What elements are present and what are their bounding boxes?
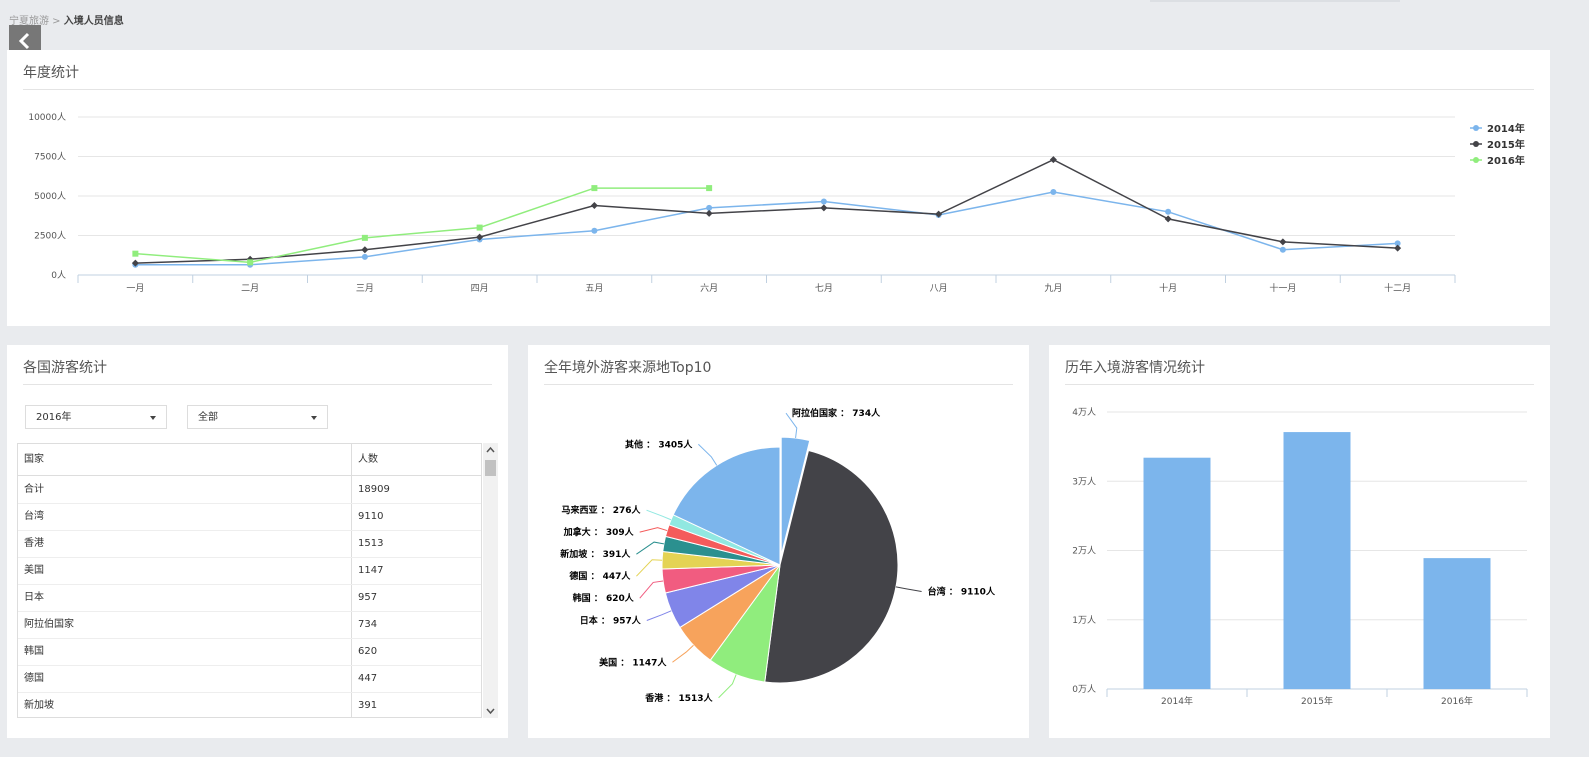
country-table: 国家 人数合计 18909 台湾 9110 香港 1513 美国 1147 日本 957 阿拉伯国家 7… [17, 443, 482, 718]
table-row: 香港 1513 [18, 530, 481, 558]
table-cell: 1147 [358, 565, 384, 576]
caret [150, 416, 156, 420]
table-row: 新加坡 391 [18, 692, 481, 717]
back-icon [18, 32, 30, 50]
scroll-arrows [486, 446, 495, 715]
table-cell: 合计 [24, 484, 44, 495]
header-cell: 国家 [24, 454, 44, 465]
panel-title: 年度统计 [23, 65, 79, 81]
panel-title: 历年入境游客情况统计 [1065, 360, 1205, 376]
top-bar [1150, 0, 1400, 2]
pie-panel: 全年境外游客来源地Top10 [528, 345, 1029, 738]
table-row: 韩国 620 [18, 638, 481, 666]
panel-title: 各国游客统计 [23, 360, 107, 376]
table-cell: 日本 [24, 592, 44, 603]
breadcrumb: 宁夏旅游 > 入境人员信息 [9, 16, 124, 27]
select-text: 2016年 [36, 412, 72, 423]
scroll-thumb[interactable] [485, 460, 496, 476]
divider [23, 384, 492, 385]
scrollbar[interactable] [483, 443, 498, 718]
table-cell: 1513 [358, 538, 384, 549]
panel-title: 全年境外游客来源地Top10 [544, 360, 712, 376]
table-cell: 18909 [358, 484, 390, 495]
table-cell: 620 [358, 646, 378, 657]
table-row: 合计 18909 [18, 476, 481, 504]
table-cell: 391 [358, 700, 378, 711]
table-row: 美国 1147 [18, 557, 481, 585]
table-cell: 香港 [24, 538, 44, 549]
table-row: 阿拉伯国家 734 [18, 611, 481, 639]
table-cell: 734 [358, 619, 378, 630]
table-cell: 阿拉伯国家 [24, 619, 74, 630]
caret [311, 416, 317, 420]
divider [23, 89, 1534, 90]
table-cell: 台湾 [24, 511, 44, 522]
table-cell: 新加坡 [24, 700, 54, 711]
table-cell: 德国 [24, 673, 44, 684]
divider [544, 384, 1013, 385]
select-text: 全部 [198, 412, 218, 423]
bar-panel: 历年入境游客情况统计 [1049, 345, 1550, 738]
table-row: 德国 447 [18, 665, 481, 693]
table-cell: 957 [358, 592, 378, 603]
divider [1065, 384, 1534, 385]
table-cell: 美国 [24, 565, 44, 576]
yearly-panel: 年度统计 [7, 50, 1550, 326]
year-select[interactable]: 2016年 [25, 405, 167, 429]
header-cell: 人数 [358, 454, 378, 465]
table-row: 日本 957 [18, 584, 481, 612]
table-row: 台湾 9110 [18, 503, 481, 531]
breadcrumb-link[interactable]: 宁夏旅游 [9, 16, 49, 27]
breadcrumb-current: 入境人员信息 [63, 16, 124, 27]
table-cell: 韩国 [24, 646, 44, 657]
table-cell: 9110 [358, 511, 384, 522]
col-divider [351, 444, 352, 717]
table-header: 国家 人数 [18, 444, 481, 476]
table-cell: 447 [358, 673, 378, 684]
region-select[interactable]: 全部 [187, 405, 328, 429]
